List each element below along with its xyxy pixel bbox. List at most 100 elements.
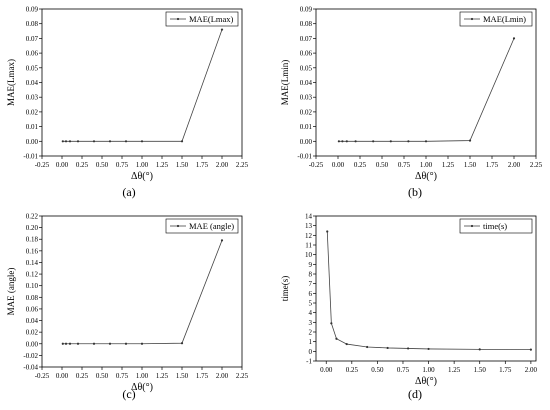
data-point xyxy=(108,342,112,345)
data-point xyxy=(180,140,184,143)
legend-box xyxy=(459,11,533,27)
y-tick-label: 5 xyxy=(309,300,313,308)
y-tick-label: 0.04 xyxy=(26,317,39,325)
data-point xyxy=(92,140,96,143)
data-point xyxy=(140,342,144,345)
x-tick-label: 0.50 xyxy=(96,161,109,169)
x-tick-label: 2.00 xyxy=(216,161,229,169)
y-tick-label: 13 xyxy=(305,222,313,230)
series-line xyxy=(326,231,531,350)
x-tick-label: 0.75 xyxy=(398,161,411,169)
y-axis-label: MAE(Lmin) xyxy=(280,60,290,106)
data-point xyxy=(424,140,428,143)
x-tick-label: 1.00 xyxy=(420,161,433,169)
y-tick-label: -0.01 xyxy=(23,153,38,161)
y-tick-label: 0.18 xyxy=(26,236,39,244)
data-point xyxy=(354,140,357,143)
x-tick-label: -0.25 xyxy=(309,161,324,169)
data-point xyxy=(345,140,348,143)
plot-frame xyxy=(315,215,537,362)
y-tick-label: -0.04 xyxy=(23,364,38,372)
x-tick-label: 0.00 xyxy=(56,161,69,169)
plot-frame xyxy=(41,8,243,157)
legend-label: MAE (angle) xyxy=(189,221,234,231)
chart-panel-c: -0.25 0.00 0.25 0.50 0.75 1.00 1.25 1.50 1.75 2.0… xyxy=(6,213,249,402)
y-tick-label: 0.05 xyxy=(26,64,39,72)
data-point xyxy=(341,140,344,143)
data-point xyxy=(64,342,68,345)
x-axis-label: Δθ(°) xyxy=(415,376,437,387)
y-tick-label: 1 xyxy=(309,338,313,346)
data-point xyxy=(140,140,144,143)
y-tick-label: 3 xyxy=(309,319,313,327)
data-point xyxy=(180,342,184,345)
data-point xyxy=(64,140,68,143)
x-tick-label: 1.75 xyxy=(196,161,209,169)
y-tick-label: 0.02 xyxy=(26,108,39,116)
panel-caption: (a) xyxy=(122,185,135,199)
data-point xyxy=(220,239,224,242)
x-tick-label: 0.75 xyxy=(116,372,129,380)
data-point xyxy=(61,342,64,345)
x-axis-label: Δθ(°) xyxy=(415,171,437,182)
data-point xyxy=(124,342,128,345)
y-tick-label: 0.02 xyxy=(300,108,313,116)
x-tick-label: 0.75 xyxy=(116,161,129,169)
x-tick-label: 1.75 xyxy=(196,372,209,380)
x-tick-label: 0.25 xyxy=(76,372,89,380)
legend-label: MAE(Lmax) xyxy=(189,14,234,24)
data-point xyxy=(427,347,430,351)
y-tick-label: 0.08 xyxy=(300,20,313,28)
x-tick-label: 2.00 xyxy=(508,161,521,169)
y-tick-label: 0.07 xyxy=(26,35,39,43)
data-point xyxy=(220,28,224,31)
data-point xyxy=(335,337,338,340)
x-tick-label: 1.50 xyxy=(474,366,487,374)
data-point xyxy=(366,345,369,349)
y-tick-label: 0.09 xyxy=(26,6,39,14)
y-tick-label: 0.06 xyxy=(300,50,313,58)
x-tick-label: 1.25 xyxy=(156,372,169,380)
y-tick-label: 14 xyxy=(305,213,313,221)
legend-label: time(s) xyxy=(483,221,507,231)
y-tick-label: 0.06 xyxy=(26,305,39,313)
data-point xyxy=(76,140,80,143)
data-point xyxy=(407,140,410,143)
x-tick-label: 1.25 xyxy=(442,161,455,169)
x-tick-label: 0.75 xyxy=(397,366,410,374)
x-tick-label: -0.25 xyxy=(35,372,50,380)
y-tick-label: 0.08 xyxy=(26,294,39,302)
y-axis-label: MAE (angle) xyxy=(6,268,16,316)
x-tick-label: -0.25 xyxy=(35,161,50,169)
plot-frame xyxy=(315,8,537,157)
data-point xyxy=(76,342,80,345)
y-axis-label: time(s) xyxy=(280,276,290,302)
panel-caption: (b) xyxy=(408,185,422,199)
y-tick-label: 0.00 xyxy=(26,340,39,348)
y-tick-label: 4 xyxy=(309,309,313,317)
x-axis-label: Δθ(°) xyxy=(131,171,153,182)
chart-panel-a: -0.25 0.00 0.25 0.50 0.75 1.00 1.25 1.50 1.75 2.0… xyxy=(6,6,249,200)
legend-marker xyxy=(176,224,180,228)
data-point xyxy=(108,140,112,143)
legend-marker xyxy=(470,224,474,228)
x-axis-label: Δθ(°) xyxy=(131,382,153,393)
data-point xyxy=(68,342,72,345)
y-tick-label: 0.06 xyxy=(26,50,39,58)
x-tick-label: 0.50 xyxy=(96,372,109,380)
y-tick-label: 0.02 xyxy=(26,329,39,337)
data-point xyxy=(68,140,72,143)
legend-box xyxy=(165,218,239,234)
x-tick-label: 1.00 xyxy=(422,366,435,374)
y-tick-label: 2 xyxy=(309,329,313,337)
y-tick-label: -1 xyxy=(306,358,312,366)
x-tick-label: 1.00 xyxy=(136,372,149,380)
data-point xyxy=(92,342,96,345)
y-tick-label: 8 xyxy=(309,271,313,279)
y-tick-label: 11 xyxy=(305,242,312,250)
x-tick-label: 0.00 xyxy=(332,161,345,169)
legend-marker xyxy=(176,17,180,21)
y-tick-label: 0.09 xyxy=(300,6,313,14)
y-tick-label: 0.12 xyxy=(26,271,39,279)
